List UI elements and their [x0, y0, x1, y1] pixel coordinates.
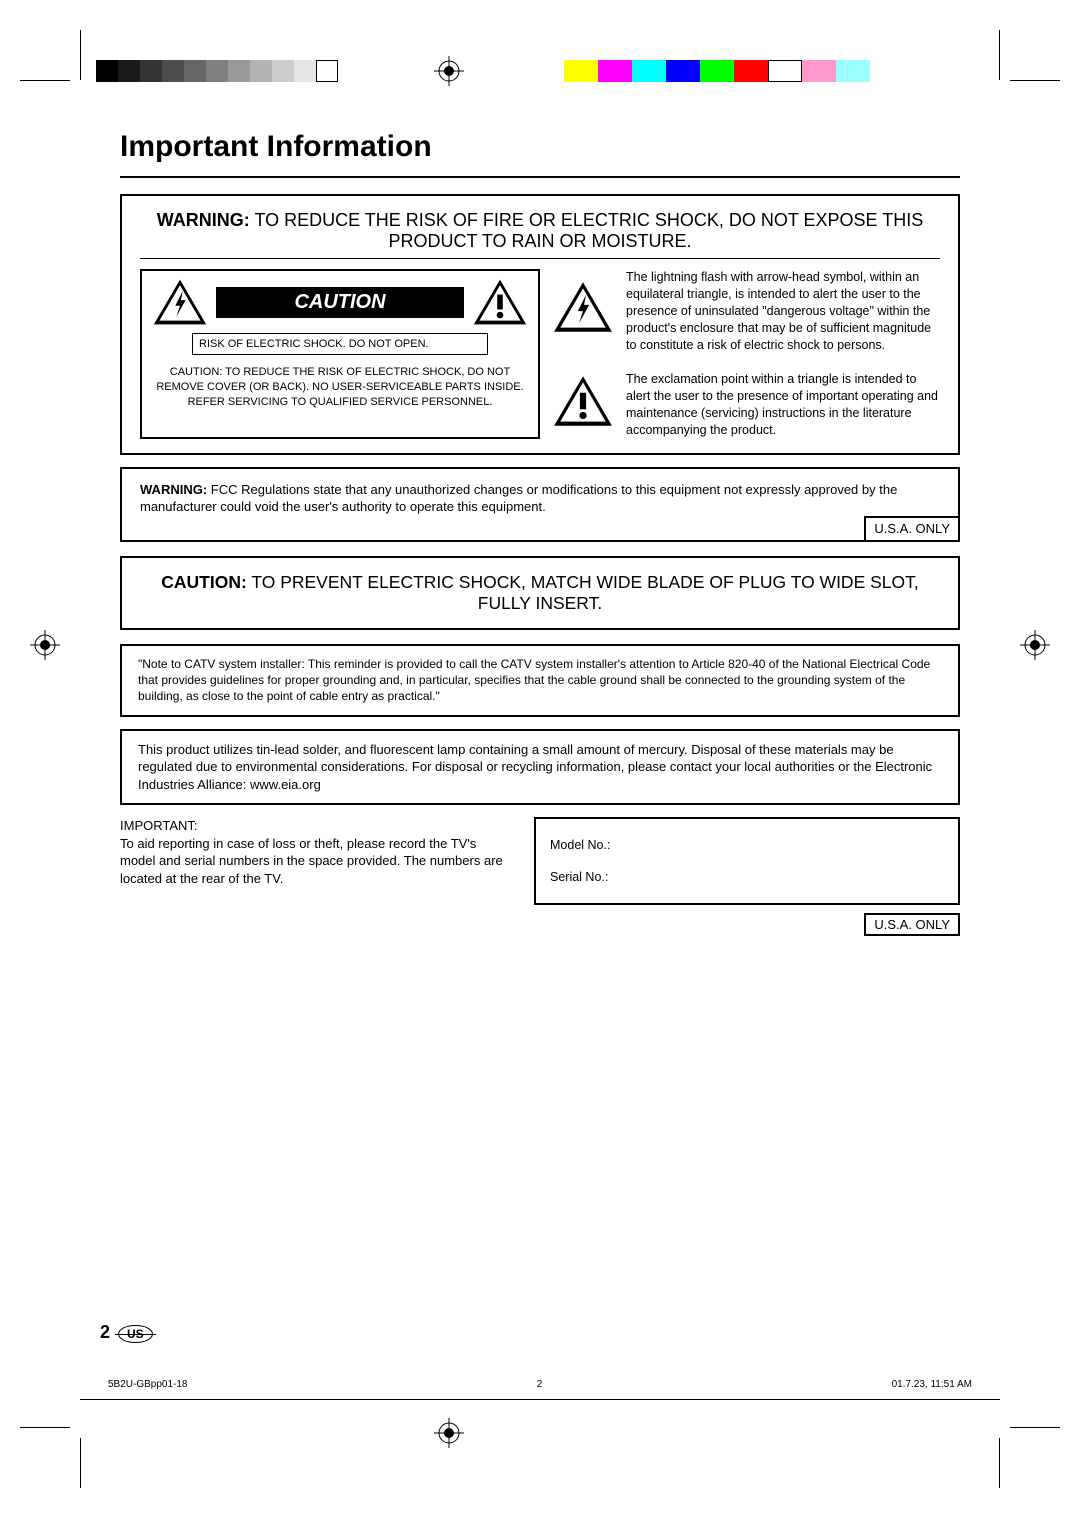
lightning-triangle-icon: [152, 277, 208, 327]
catv-note-box: "Note to CATV system installer: This rem…: [120, 644, 960, 717]
caution-banner: CAUTION: [216, 287, 464, 318]
registration-mark-right: [1020, 630, 1050, 660]
doc-id: 5B2U-GBpp01-18: [108, 1379, 188, 1390]
exclaim-triangle-icon: [552, 373, 614, 429]
bottom-row: IMPORTANT: To aid reporting in case of l…: [120, 817, 960, 936]
page-footer: 2 US: [100, 1322, 153, 1343]
warning-text: WARNING: TO REDUCE THE RISK OF FIRE OR E…: [146, 210, 934, 252]
important-text: To aid reporting in case of loss or thef…: [120, 835, 510, 888]
page-title: Important Information: [120, 130, 960, 164]
footer-rule: [80, 1399, 1000, 1400]
caution-plug-label: CAUTION:: [161, 572, 247, 592]
exclaim-description: The exclamation point within a triangle …: [626, 371, 940, 439]
warning-caution-box: WARNING: TO REDUCE THE RISK OF FIRE OR E…: [120, 194, 960, 455]
registration-mark-bottom: [434, 1418, 464, 1448]
title-rule: [120, 176, 960, 178]
important-label: IMPORTANT:: [120, 817, 510, 835]
doc-date: 01.7.23, 11:51 AM: [892, 1379, 972, 1390]
footer-meta: 5B2U-GBpp01-18 2 01.7.23, 11:51 AM: [108, 1379, 972, 1390]
page-content: Important Information WARNING: TO REDUCE…: [120, 130, 960, 936]
serial-box: Model No.: Serial No.:: [534, 817, 960, 905]
color-bar: [564, 60, 870, 82]
serial-column: Model No.: Serial No.: U.S.A. ONLY: [534, 817, 960, 936]
caution-plug-box: CAUTION: TO PREVENT ELECTRIC SHOCK, MATC…: [120, 556, 960, 630]
grayscale-bar: [96, 60, 338, 82]
risk-box: RISK OF ELECTRIC SHOCK. DO NOT OPEN.: [192, 333, 488, 355]
lightning-triangle-icon: [552, 279, 614, 335]
description-column: The lightning flash with arrow-head symb…: [626, 269, 940, 439]
important-column: IMPORTANT: To aid reporting in case of l…: [120, 817, 510, 887]
serial-no-label: Serial No.:: [550, 870, 944, 884]
registration-mark-left: [30, 630, 60, 660]
page-number: 2: [100, 1322, 110, 1343]
usa-only-tag: U.S.A. ONLY: [864, 516, 960, 542]
solder-note-box: This product utilizes tin-lead solder, a…: [120, 729, 960, 806]
us-badge: US: [118, 1325, 153, 1343]
usa-only-tag: U.S.A. ONLY: [864, 913, 960, 936]
fcc-text: FCC Regulations state that any unauthori…: [140, 482, 897, 515]
divider: [140, 258, 940, 259]
caution-panel: CAUTION RISK OF ELECTRIC SHOCK. DO NOT O…: [140, 269, 540, 439]
caution-row: CAUTION RISK OF ELECTRIC SHOCK. DO NOT O…: [140, 269, 940, 439]
caution-plug-text: TO PREVENT ELECTRIC SHOCK, MATCH WIDE BL…: [251, 572, 918, 613]
doc-page: 2: [537, 1379, 543, 1390]
exclaim-triangle-icon: [472, 277, 528, 327]
model-no-label: Model No.:: [550, 838, 944, 852]
lightning-description: The lightning flash with arrow-head symb…: [626, 269, 940, 353]
warning-label: WARNING:: [157, 210, 250, 230]
caution-body: CAUTION: TO REDUCE THE RISK OF ELECTRIC …: [152, 365, 528, 410]
icons-column: [552, 269, 614, 439]
warning-body: TO REDUCE THE RISK OF FIRE OR ELECTRIC S…: [254, 210, 923, 251]
fcc-label: WARNING:: [140, 482, 207, 497]
registration-mark-top: [434, 56, 464, 86]
fcc-box: WARNING: FCC Regulations state that any …: [120, 467, 960, 542]
